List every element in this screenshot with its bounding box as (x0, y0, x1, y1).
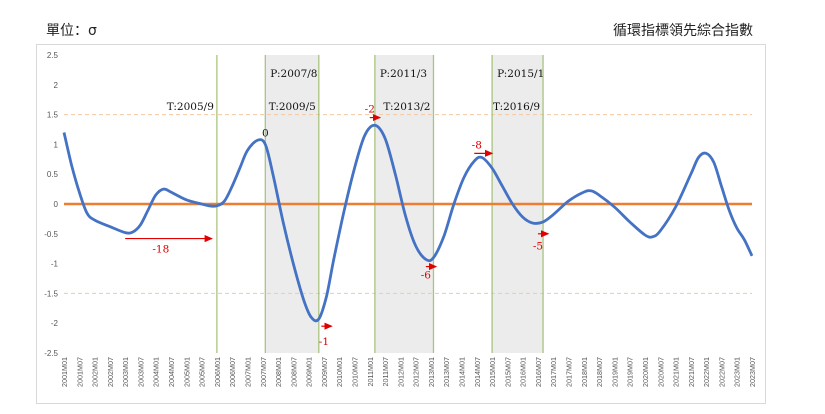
x-tick-label: 2014M01 (458, 357, 467, 387)
phase-label: T:2016/9 (493, 101, 540, 113)
chart-title: 循環指標領先綜合指數 (613, 23, 753, 39)
unit-label: 單位：σ (46, 23, 97, 39)
x-axis: 2001M01 2001M07 2002M01 2002M07 2003M01 2003M… (60, 357, 757, 387)
y-axis: -2.5 -2 -1.5 -1 -0.5 0 0.5 1 1.5 2 2.5 (44, 51, 58, 358)
x-tick-label: 2018M01 (580, 357, 589, 387)
phase-label: T:2013/2 (383, 101, 430, 113)
x-tick-label: 2013M01 (427, 357, 436, 387)
x-tick-label: 2005M07 (198, 357, 207, 387)
lead-label: -18 (152, 244, 169, 256)
x-tick-label: 2017M07 (565, 357, 574, 387)
x-tick-label: 2007M01 (243, 357, 252, 387)
x-tick-label: 2009M01 (305, 357, 314, 387)
threshold-lines (64, 114, 752, 294)
x-tick-label: 2021M01 (672, 357, 681, 387)
y-tick-label: 2.5 (47, 51, 59, 60)
x-tick-label: 2002M01 (91, 357, 100, 387)
x-tick-label: 2019M01 (610, 357, 619, 387)
y-tick-label: -0.5 (44, 230, 58, 239)
x-tick-label: 2003M01 (121, 357, 130, 387)
x-tick-label: 2021M07 (687, 357, 696, 387)
x-tick-label: 2015M01 (488, 357, 497, 387)
y-tick-label: -2.5 (44, 349, 58, 358)
y-tick-label: 0.5 (47, 170, 59, 179)
y-tick-label: 0 (54, 200, 59, 209)
phase-label: P:2011/3 (380, 68, 427, 80)
x-tick-label: 2022M07 (717, 357, 726, 387)
x-tick-label: 2016M01 (519, 357, 528, 387)
x-tick-label: 2009M07 (320, 357, 329, 387)
x-tick-label: 2006M01 (213, 357, 222, 387)
phase-labels: T:2005/9 P:2007/8 T:2009/5 P:2011/3 T:2013/2… (167, 68, 544, 113)
phase-label: T:2009/5 (269, 101, 316, 113)
phase-label: P:2007/8 (270, 68, 317, 80)
x-tick-label: 2022M01 (702, 357, 711, 387)
x-tick-label: 2012M07 (412, 357, 421, 387)
x-tick-label: 2001M07 (75, 357, 84, 387)
x-tick-label: 2006M07 (228, 357, 237, 387)
x-tick-label: 2001M01 (60, 357, 69, 387)
lead-label: 0 (262, 127, 269, 139)
series-group (62, 123, 754, 323)
x-tick-label: 2013M07 (442, 357, 451, 387)
x-tick-label: 2011M07 (381, 357, 390, 386)
y-tick-label: -1.5 (44, 289, 58, 298)
x-tick-label: 2012M01 (396, 357, 405, 387)
x-tick-label: 2008M01 (274, 357, 283, 387)
x-tick-label: 2010M07 (350, 357, 359, 387)
x-tick-label: 2010M01 (335, 357, 344, 387)
y-tick-label: 1.5 (47, 111, 59, 120)
lead-label: -1 (319, 336, 329, 348)
lead-label: -5 (533, 241, 543, 253)
y-tick-label: 2 (54, 81, 59, 90)
x-tick-label: 2011M01 (366, 357, 375, 386)
x-tick-label: 2008M07 (289, 357, 298, 387)
x-tick-label: 2005M01 (182, 357, 191, 387)
lead-label: -8 (472, 139, 482, 151)
chart-frame (36, 44, 766, 404)
lead-label: -2 (365, 104, 375, 116)
y-tick-label: -1 (51, 260, 59, 269)
annotations: 0 -18 -1 -2 -6 -8 -5 (125, 104, 550, 348)
x-tick-label: 2018M07 (595, 357, 604, 387)
x-tick-label: 2020M01 (641, 357, 650, 387)
phase-label: P:2015/1 (497, 68, 544, 80)
x-tick-label: 2014M07 (473, 357, 482, 387)
x-tick-label: 2002M07 (106, 357, 115, 387)
x-tick-label: 2020M07 (656, 357, 665, 387)
x-tick-label: 2015M07 (503, 357, 512, 387)
x-tick-label: 2019M07 (626, 357, 635, 387)
leading-index-line (62, 123, 754, 323)
x-tick-label: 2023M01 (733, 357, 742, 387)
x-tick-label: 2004M07 (167, 357, 176, 387)
x-tick-label: 2017M01 (549, 357, 558, 387)
y-tick-label: 1 (54, 140, 59, 149)
phase-label: T:2005/9 (167, 101, 214, 113)
y-tick-label: -2 (51, 319, 59, 328)
x-tick-label: 2004M01 (152, 357, 161, 387)
x-tick-label: 2007M07 (259, 357, 268, 387)
lead-label: -6 (421, 269, 432, 281)
x-tick-label: 2023M07 (748, 357, 757, 387)
x-tick-label: 2003M07 (136, 357, 145, 387)
x-tick-label: 2016M07 (534, 357, 543, 387)
